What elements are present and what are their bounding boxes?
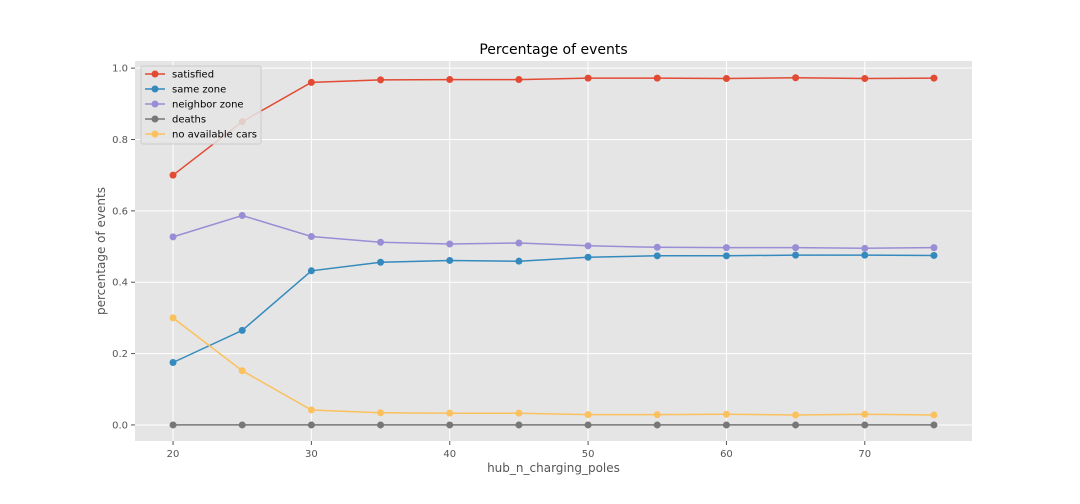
data-point-satisfied	[930, 74, 938, 82]
data-point-neighbor-zone	[584, 242, 592, 250]
data-point-same-zone	[792, 251, 800, 259]
x-tick-label: 60	[720, 449, 733, 460]
y-tick-label: 0.4	[112, 278, 128, 289]
data-point-no-available-cars	[377, 409, 385, 417]
series-line-satisfied	[172, 77, 935, 176]
data-point-deaths	[169, 421, 177, 429]
data-point-satisfied	[861, 74, 869, 82]
data-point-same-zone	[861, 251, 869, 259]
data-point-deaths	[792, 421, 800, 429]
legend-label-no-available-cars: no available cars	[172, 130, 257, 141]
legend-label-same-zone: same zone	[172, 85, 226, 96]
data-point-deaths	[377, 421, 385, 429]
data-point-same-zone	[515, 257, 523, 265]
legend-label-satisfied: satisfied	[172, 70, 214, 81]
x-tick-label: 40	[443, 449, 456, 460]
data-point-satisfied	[377, 76, 385, 84]
data-point-no-available-cars	[930, 411, 938, 419]
y-tick-label: 0.6	[112, 206, 128, 217]
series-line-no-available-cars	[172, 317, 935, 416]
y-tick-label: 1.0	[112, 64, 128, 75]
data-point-same-zone	[307, 267, 315, 275]
legend-marker-deaths	[151, 115, 159, 123]
legend: satisfied same zone neighbor zone deaths no …	[140, 65, 262, 145]
data-point-no-available-cars	[653, 411, 661, 419]
data-point-neighbor-zone	[446, 240, 454, 248]
x-tick-label: 30	[305, 449, 318, 460]
legend-label-neighbor-zone: neighbor zone	[172, 100, 244, 111]
legend-marker-no-available-cars	[151, 130, 159, 138]
data-point-satisfied	[446, 76, 454, 84]
data-point-deaths	[238, 421, 246, 429]
data-point-deaths	[861, 421, 869, 429]
data-point-neighbor-zone	[515, 239, 523, 247]
y-tick-label: 0.2	[112, 349, 128, 360]
data-point-satisfied	[722, 74, 730, 82]
data-point-deaths	[515, 421, 523, 429]
x-tick-label: 50	[582, 449, 595, 460]
data-point-same-zone	[722, 252, 730, 260]
y-tick-label: 0.0	[112, 420, 128, 431]
x-axis-label: hub_n_charging_poles	[487, 461, 620, 475]
data-point-satisfied	[792, 74, 800, 82]
legend-marker-same-zone	[151, 85, 159, 93]
series-satisfied	[169, 74, 938, 179]
data-point-satisfied	[307, 78, 315, 86]
data-point-deaths	[722, 421, 730, 429]
series-group	[169, 74, 938, 429]
legend-marker-satisfied	[151, 70, 159, 78]
data-point-same-zone	[584, 253, 592, 261]
chart-title: Percentage of events	[479, 42, 627, 58]
data-point-no-available-cars	[238, 367, 246, 375]
data-point-neighbor-zone	[930, 244, 938, 252]
data-point-no-available-cars	[446, 409, 454, 417]
data-point-no-available-cars	[792, 411, 800, 419]
legend-box	[140, 65, 262, 145]
data-point-same-zone	[930, 251, 938, 259]
data-point-neighbor-zone	[792, 244, 800, 252]
data-point-same-zone	[238, 326, 246, 334]
data-point-neighbor-zone	[377, 238, 385, 246]
series-line-same-zone	[172, 254, 935, 364]
y-axis-label: percentage of events	[94, 187, 108, 315]
data-point-deaths	[584, 421, 592, 429]
x-tick-label: 20	[167, 449, 180, 460]
series-neighbor-zone	[169, 211, 938, 252]
legend-label-deaths: deaths	[172, 115, 206, 126]
axes: 20 30 40 50 60 70 0.0 0.2 0.4 0.6 0.8 1.0	[112, 64, 871, 460]
series-same-zone	[169, 251, 938, 367]
data-point-deaths	[653, 421, 661, 429]
data-point-no-available-cars	[169, 314, 177, 322]
y-tick-label: 0.8	[112, 135, 128, 146]
data-point-deaths	[930, 421, 938, 429]
x-tick-label: 70	[858, 449, 871, 460]
data-point-same-zone	[377, 258, 385, 266]
data-point-no-available-cars	[861, 410, 869, 418]
data-point-no-available-cars	[307, 406, 315, 414]
data-point-same-zone	[169, 359, 177, 367]
series-no-available-cars	[169, 314, 938, 419]
data-point-no-available-cars	[515, 409, 523, 417]
series-line-neighbor-zone	[172, 214, 935, 250]
data-point-no-available-cars	[722, 410, 730, 418]
data-point-satisfied	[515, 76, 523, 84]
data-point-satisfied	[169, 171, 177, 179]
data-point-neighbor-zone	[861, 244, 869, 252]
data-point-neighbor-zone	[722, 244, 730, 252]
data-point-satisfied	[653, 74, 661, 82]
legend-marker-neighbor-zone	[151, 100, 159, 108]
data-point-deaths	[446, 421, 454, 429]
data-point-neighbor-zone	[307, 233, 315, 241]
data-point-satisfied	[584, 74, 592, 82]
data-point-same-zone	[653, 252, 661, 260]
data-point-neighbor-zone	[653, 243, 661, 251]
data-point-deaths	[307, 421, 315, 429]
data-point-same-zone	[446, 256, 454, 264]
data-point-no-available-cars	[584, 411, 592, 419]
data-point-neighbor-zone	[169, 233, 177, 241]
series-deaths	[169, 421, 938, 429]
data-point-neighbor-zone	[238, 211, 246, 219]
plot-area	[135, 61, 972, 441]
